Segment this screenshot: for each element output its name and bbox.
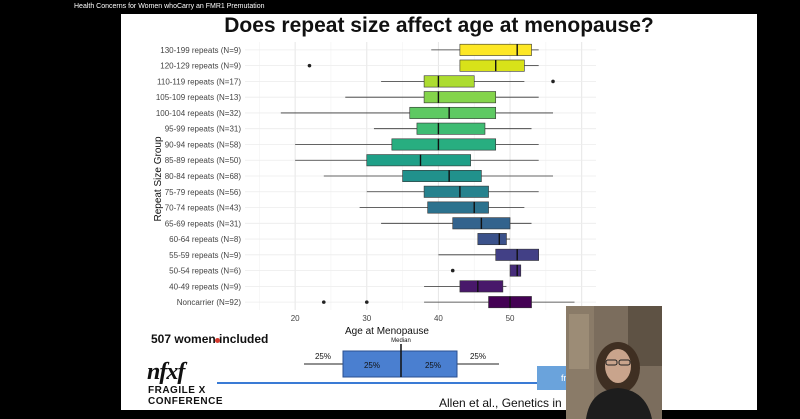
y-tick-label: Noncarrier (N=92): [177, 298, 242, 307]
x-tick-label: 50: [506, 314, 515, 323]
box-group: [381, 217, 532, 230]
box-group: [431, 43, 539, 56]
box-group: [477, 233, 511, 246]
outlier-point: [364, 300, 369, 304]
logo-mark: nfxf: [147, 359, 185, 385]
outlier-point: [551, 79, 555, 84]
box-group: [295, 138, 539, 151]
box-iqr: [391, 138, 497, 151]
y-tick-label: 110-119 repeats (N=17): [157, 77, 241, 86]
box-group: [321, 296, 575, 309]
citation: Allen et al., Genetics in: [439, 396, 562, 410]
box-group: [381, 75, 555, 88]
legend-inner-left: 25%: [364, 361, 380, 370]
y-tick-label: 75-79 repeats (N=56): [165, 188, 242, 197]
y-tick-label: 60-64 repeats (N=8): [169, 235, 241, 244]
y-tick-label: 85-89 repeats (N=50): [165, 156, 242, 165]
box-iqr: [423, 91, 497, 104]
y-tick-label: 95-99 repeats (N=31): [165, 125, 242, 134]
box-iqr: [459, 59, 525, 72]
y-tick-label: 130-199 repeats (N=9): [160, 46, 241, 55]
box-group: [366, 185, 539, 198]
footer-rule: [217, 382, 657, 384]
y-tick-label: 90-94 repeats (N=58): [165, 140, 242, 149]
logo-line-2: CONFERENCE: [148, 396, 224, 407]
y-tick-label: 40-49 repeats (N=9): [169, 282, 241, 291]
chart-boxes: [280, 43, 575, 309]
y-tick-label: 100-104 repeats (N=32): [156, 109, 242, 118]
box-group: [307, 59, 539, 72]
y-tick-label: 80-84 repeats (N=68): [165, 172, 242, 181]
box-group: [359, 201, 525, 214]
women-included-label: 507 women included: [151, 332, 269, 346]
outlier-point: [450, 268, 455, 273]
legend-outer-right: 25%: [470, 352, 486, 361]
legend-inner-right: 25%: [425, 361, 441, 370]
box-group: [450, 264, 522, 277]
pointer-cursor: [215, 338, 220, 343]
box-iqr: [427, 201, 489, 214]
y-tick-label: 50-54 repeats (N=6): [169, 267, 241, 276]
box-iqr: [366, 154, 471, 167]
y-tick-label: 105-109 repeats (N=13): [156, 93, 242, 102]
y-axis-title: Repeat Size Group: [153, 136, 164, 221]
box-iqr: [459, 280, 504, 293]
x-axis-title: Age at Menopause: [345, 326, 429, 337]
x-tick-label: 40: [434, 314, 443, 323]
box-group: [323, 170, 554, 182]
box-group: [373, 122, 532, 135]
y-tick-label: 55-59 repeats (N=9): [169, 251, 241, 260]
legend-box-body: [342, 350, 458, 378]
box-iqr: [409, 106, 497, 119]
box-iqr: [416, 122, 486, 135]
presenter-video: [566, 306, 662, 419]
presenter-webcam: [566, 306, 662, 419]
box-iqr: [509, 264, 522, 277]
logo-line-1: FRAGILE X: [148, 385, 206, 396]
slide-title: Does repeat size affect age at menopause…: [224, 14, 654, 37]
x-tick-label: 20: [291, 314, 300, 323]
box-group: [424, 280, 507, 293]
box-iqr: [477, 233, 507, 246]
nfxf-logo: nfxf FRAGILE X CONFERENCE: [147, 360, 237, 410]
window-title-bar: Health Concerns for Women whoCarry an FM…: [0, 0, 800, 14]
box-group: [295, 154, 539, 167]
box-iqr: [423, 185, 489, 198]
box-iqr: [402, 170, 482, 182]
y-tick-label: 70-74 repeats (N=43): [165, 204, 242, 213]
box-group: [345, 91, 539, 104]
chart-y-tick-labels: 130-199 repeats (N=9) 120-129 repeats (N=…: [156, 46, 242, 307]
y-tick-label: 120-129 repeats (N=9): [160, 62, 241, 71]
box-group: [438, 248, 539, 261]
x-tick-label: 30: [362, 314, 371, 323]
box-iqr: [459, 43, 532, 56]
box-iqr: [423, 75, 475, 88]
legend-outer-left: 25%: [315, 352, 331, 361]
box-group: [280, 106, 554, 119]
window-title: Health Concerns for Women whoCarry an FM…: [74, 3, 265, 10]
chart-x-tick-labels: 20 30 40 50: [291, 314, 515, 323]
outlier-point: [307, 63, 312, 68]
outlier-point: [321, 300, 326, 304]
y-tick-label: 65-69 repeats (N=31): [165, 219, 242, 228]
boxplot-chart: 130-199 repeats (N=9) 120-129 repeats (N=…: [153, 42, 596, 337]
